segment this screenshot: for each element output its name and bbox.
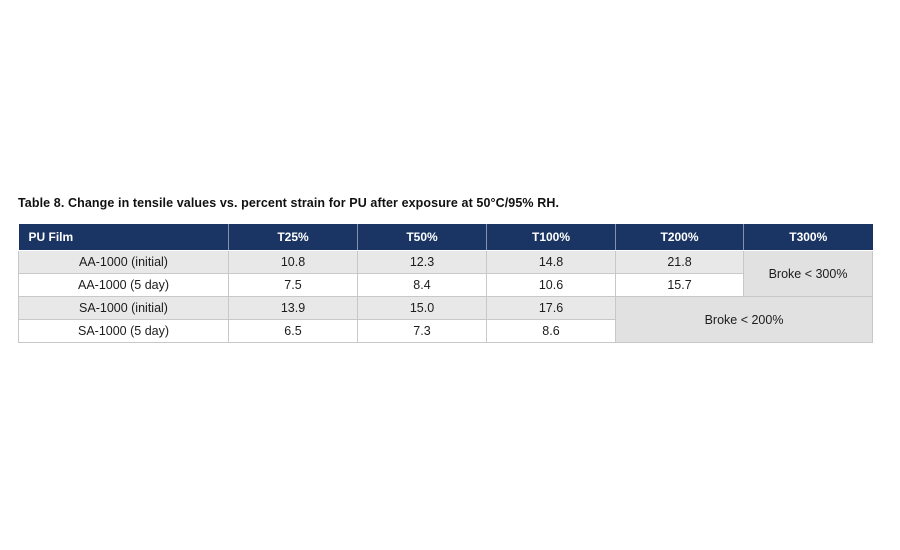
merged-broke-300-cell: Broke < 300% (743, 250, 873, 297)
column-header-t200: T200% (615, 224, 744, 251)
column-header-t25: T25% (228, 224, 358, 251)
table-row: SA-1000 (5 day) 6.5 7.3 8.6 (18, 319, 873, 343)
value-cell: 8.4 (357, 273, 487, 297)
column-header-t300: T300% (743, 224, 873, 251)
header-row: PU Film T25% T50% T100% T200% T300% (18, 224, 873, 251)
value-cell: 10.8 (228, 250, 358, 274)
row-label-cell: SA-1000 (initial) (18, 296, 229, 320)
table-caption: Table 8. Change in tensile values vs. pe… (18, 196, 560, 210)
value-cell: 17.6 (486, 296, 616, 320)
value-cell: 12.3 (357, 250, 487, 274)
value-cell: 7.3 (357, 319, 487, 343)
value-cell: 13.9 (228, 296, 358, 320)
table-row: AA-1000 (initial) 10.8 12.3 14.8 21.8 Br… (18, 250, 873, 297)
value-cell: 6.5 (228, 319, 358, 343)
table-row: AA-1000 (5 day) 7.5 8.4 10.6 15.7 (18, 273, 873, 297)
value-cell: 14.8 (486, 250, 616, 274)
value-cell: 7.5 (228, 273, 358, 297)
value-cell: 21.8 (615, 250, 744, 274)
value-cell: 15.0 (357, 296, 487, 320)
value-cell: 15.7 (615, 273, 744, 297)
tensile-values-table: PU Film T25% T50% T100% T200% T300% AA-1… (18, 224, 873, 343)
column-header-t50: T50% (357, 224, 487, 251)
value-cell: 10.6 (486, 273, 616, 297)
row-label-cell: SA-1000 (5 day) (18, 319, 229, 343)
value-cell: 8.6 (486, 319, 616, 343)
row-label-cell: AA-1000 (initial) (18, 250, 229, 274)
row-label-cell: AA-1000 (5 day) (18, 273, 229, 297)
merged-broke-200-cell: Broke < 200% (615, 296, 873, 343)
column-header-pu-film: PU Film (18, 224, 229, 251)
column-header-t100: T100% (486, 224, 616, 251)
table-row: SA-1000 (initial) 13.9 15.0 17.6 Broke <… (18, 296, 873, 343)
